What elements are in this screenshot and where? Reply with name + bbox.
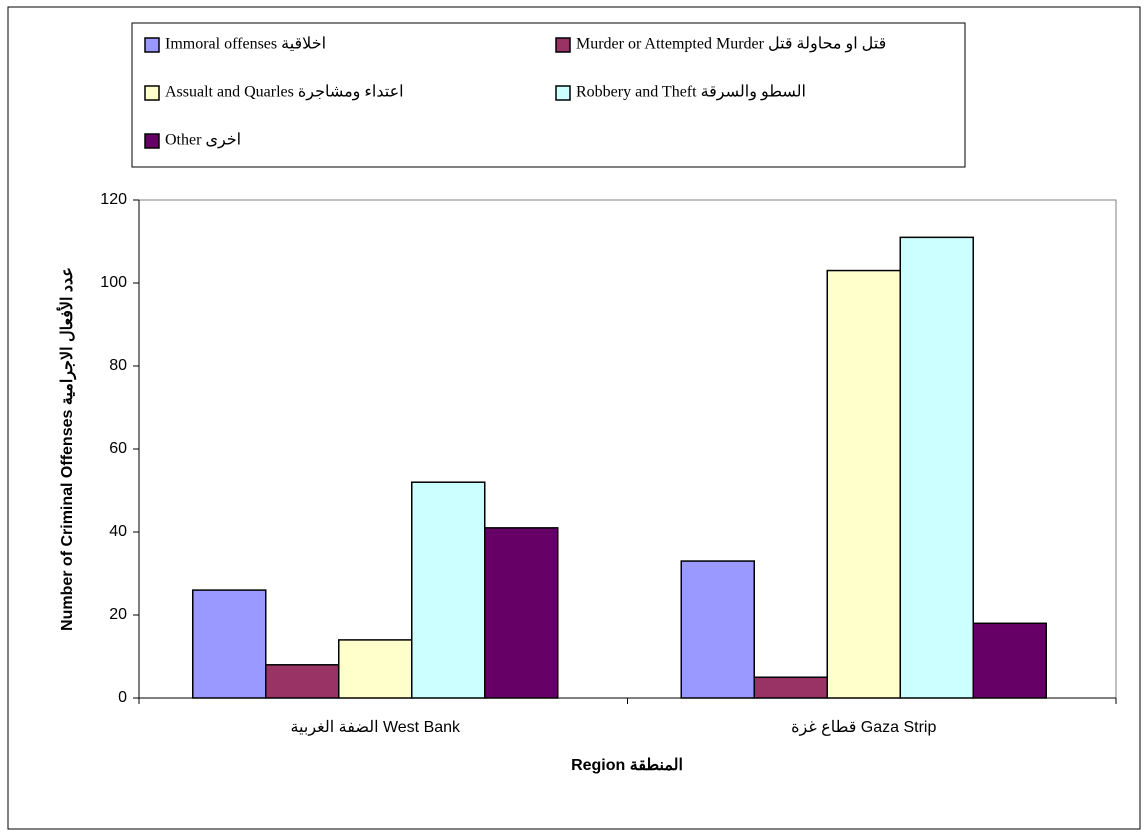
y-axis-title: Number of Criminal Offenses عدد الأفعال … [56, 267, 77, 631]
bar [899, 236, 974, 699]
bar [753, 676, 828, 699]
bar [484, 527, 559, 699]
x-axis-title: Region المنطقة [571, 757, 683, 774]
legend-swatch [555, 85, 571, 101]
bar [411, 481, 486, 699]
bar [265, 664, 340, 699]
legend: Immoral offenses اخلاقية Murder or Attemp… [144, 36, 886, 149]
legend-label: Murder or Attempted Murder قتل او محاولة… [576, 36, 886, 53]
bar [972, 622, 1047, 699]
y-tick-label: 60 [109, 440, 127, 457]
legend-label: Immoral offenses اخلاقية [165, 36, 326, 53]
y-tick-label: 120 [100, 191, 127, 208]
bar [680, 560, 755, 699]
y-tick-label: 100 [100, 274, 127, 291]
bar [192, 589, 267, 699]
legend-label: Assualt and Quarles اعتداء ومشاجرة [165, 84, 404, 101]
y-tick-label: 20 [109, 606, 127, 623]
legend-label: Robbery and Theft السطو والسرقة [576, 84, 806, 101]
bar [826, 269, 901, 699]
x-tick-label: قطاع غزة Gaza Strip [791, 719, 936, 736]
y-tick-label: 40 [109, 523, 127, 540]
y-tick-label: 0 [118, 689, 127, 706]
legend-box [131, 22, 966, 168]
legend-swatch [144, 85, 160, 101]
y-tick-label: 80 [109, 357, 127, 374]
legend-label: Other اخرى [165, 132, 241, 149]
legend-swatch [555, 37, 571, 53]
bar [338, 639, 413, 699]
legend-swatch [144, 133, 160, 149]
x-tick-label: الضفة الغربية West Bank [290, 719, 461, 736]
legend-swatch [144, 37, 160, 53]
